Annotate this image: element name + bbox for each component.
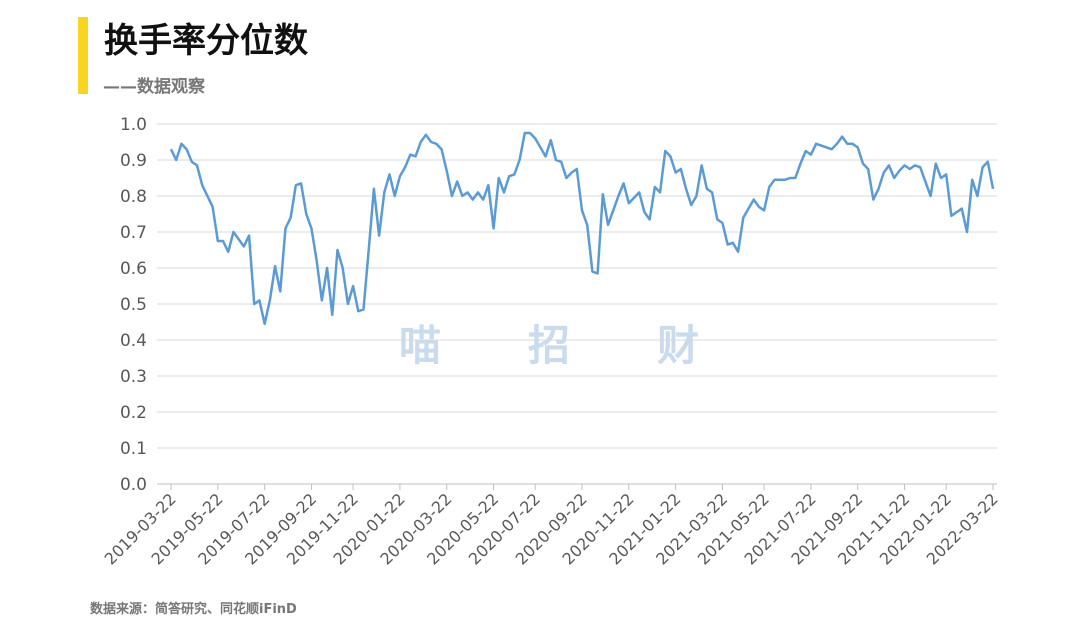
y-tick-label: 0.4 — [120, 331, 147, 351]
watermark-char: 招 — [528, 321, 570, 370]
y-tick-label: 0.0 — [120, 475, 147, 495]
y-tick-label: 1.0 — [120, 115, 147, 135]
y-tick-label: 0.9 — [120, 151, 147, 171]
chart-title: 换手率分位数 — [104, 21, 308, 61]
watermark: 喵招财 — [399, 321, 699, 370]
subtitle: ——数据观察 — [103, 76, 206, 97]
data-line — [169, 131, 995, 326]
y-tick-label: 0.7 — [120, 223, 147, 243]
y-tick-label: 0.8 — [120, 187, 147, 207]
y-tick-label: 0.5 — [120, 295, 147, 315]
y-tick-label: 0.6 — [120, 259, 147, 279]
y-tick-label: 0.3 — [120, 367, 147, 387]
source-note: 数据来源：简答研究、同花顺iFinD — [90, 601, 297, 617]
y-tick-label: 0.2 — [120, 403, 147, 423]
watermark-char: 喵 — [399, 321, 441, 370]
y-tick-label: 0.1 — [120, 439, 147, 459]
watermark-char: 财 — [657, 321, 699, 370]
title-accent — [78, 17, 88, 94]
